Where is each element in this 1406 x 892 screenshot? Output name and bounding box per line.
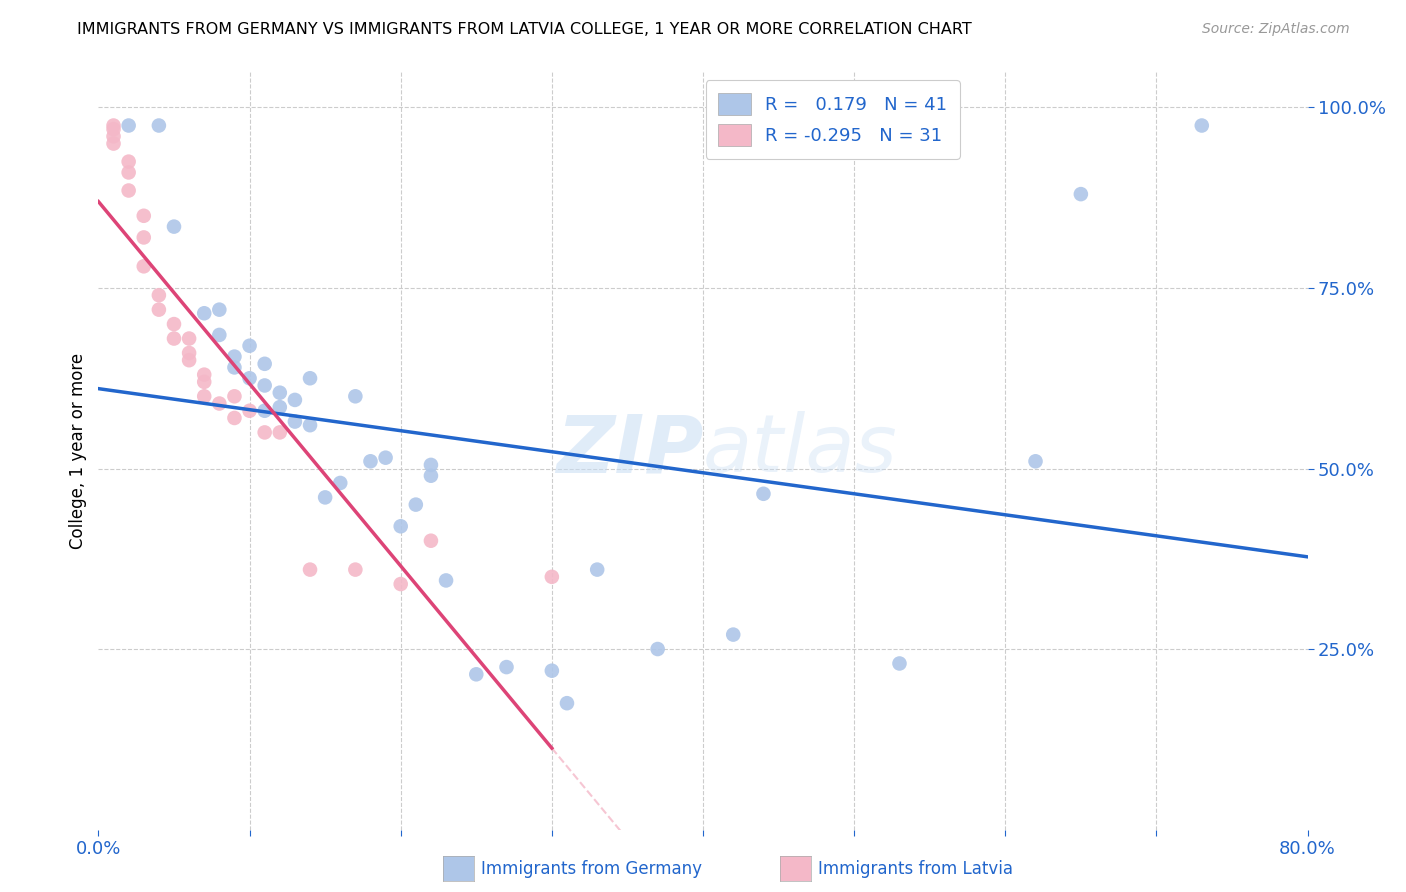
Text: Immigrants from Latvia: Immigrants from Latvia bbox=[818, 860, 1014, 878]
Point bbox=[118, 165, 141, 179]
Point bbox=[465, 667, 488, 681]
Point bbox=[163, 332, 186, 346]
Point bbox=[253, 357, 276, 371]
Point bbox=[148, 302, 170, 317]
Point bbox=[374, 450, 396, 465]
Point bbox=[253, 425, 276, 440]
Point bbox=[434, 574, 457, 588]
Point bbox=[193, 389, 215, 403]
Point bbox=[179, 332, 201, 346]
Point bbox=[224, 350, 246, 364]
Point bbox=[752, 487, 775, 501]
Point bbox=[1024, 454, 1046, 468]
Point bbox=[420, 458, 443, 472]
Text: IMMIGRANTS FROM GERMANY VS IMMIGRANTS FROM LATVIA COLLEGE, 1 YEAR OR MORE CORREL: IMMIGRANTS FROM GERMANY VS IMMIGRANTS FR… bbox=[77, 22, 972, 37]
Point bbox=[555, 696, 578, 710]
Point bbox=[193, 368, 215, 382]
Point bbox=[540, 664, 562, 678]
Point bbox=[132, 260, 155, 274]
Point bbox=[103, 136, 125, 151]
Point bbox=[344, 389, 367, 403]
Point bbox=[224, 389, 246, 403]
Point bbox=[103, 129, 125, 144]
Text: atlas: atlas bbox=[703, 411, 898, 490]
Point bbox=[193, 375, 215, 389]
Point bbox=[253, 403, 276, 417]
Point bbox=[103, 119, 125, 133]
Y-axis label: College, 1 year or more: College, 1 year or more bbox=[69, 352, 87, 549]
Point bbox=[495, 660, 517, 674]
Point bbox=[299, 371, 322, 385]
Point bbox=[889, 657, 911, 671]
Point bbox=[299, 563, 322, 577]
Point bbox=[344, 563, 367, 577]
Point bbox=[1070, 187, 1092, 202]
Point bbox=[420, 468, 443, 483]
Point bbox=[269, 385, 291, 400]
Legend: R =   0.179   N = 41, R = -0.295   N = 31: R = 0.179 N = 41, R = -0.295 N = 31 bbox=[706, 80, 960, 159]
Text: ZIP: ZIP bbox=[555, 411, 703, 490]
Point bbox=[224, 411, 246, 425]
Point bbox=[132, 209, 155, 223]
Point bbox=[208, 396, 231, 410]
Point bbox=[163, 317, 186, 331]
Text: Source: ZipAtlas.com: Source: ZipAtlas.com bbox=[1202, 22, 1350, 37]
Point bbox=[118, 119, 141, 133]
Point bbox=[239, 371, 262, 385]
Point bbox=[148, 119, 170, 133]
Point bbox=[586, 563, 609, 577]
Point bbox=[284, 392, 307, 407]
Point bbox=[208, 302, 231, 317]
Point bbox=[329, 475, 352, 490]
Point bbox=[1191, 119, 1213, 133]
Point bbox=[420, 533, 443, 548]
Point bbox=[193, 306, 215, 320]
Point bbox=[405, 498, 427, 512]
Point bbox=[224, 360, 246, 375]
Point bbox=[118, 154, 141, 169]
Point bbox=[118, 184, 141, 198]
Point bbox=[239, 339, 262, 353]
Point bbox=[314, 491, 336, 505]
Point bbox=[148, 288, 170, 302]
Point bbox=[389, 577, 412, 591]
Point bbox=[647, 642, 669, 657]
Point bbox=[179, 346, 201, 360]
Point bbox=[269, 400, 291, 414]
Point bbox=[163, 219, 186, 234]
Point bbox=[239, 403, 262, 417]
Point bbox=[723, 627, 745, 641]
Point bbox=[540, 570, 562, 584]
Point bbox=[103, 122, 125, 136]
Point bbox=[360, 454, 382, 468]
Point bbox=[299, 418, 322, 433]
Point bbox=[269, 425, 291, 440]
Point bbox=[208, 327, 231, 342]
Point bbox=[284, 415, 307, 429]
Point bbox=[253, 378, 276, 392]
Point bbox=[389, 519, 412, 533]
Point bbox=[179, 353, 201, 368]
Point bbox=[132, 230, 155, 244]
Text: Immigrants from Germany: Immigrants from Germany bbox=[481, 860, 702, 878]
